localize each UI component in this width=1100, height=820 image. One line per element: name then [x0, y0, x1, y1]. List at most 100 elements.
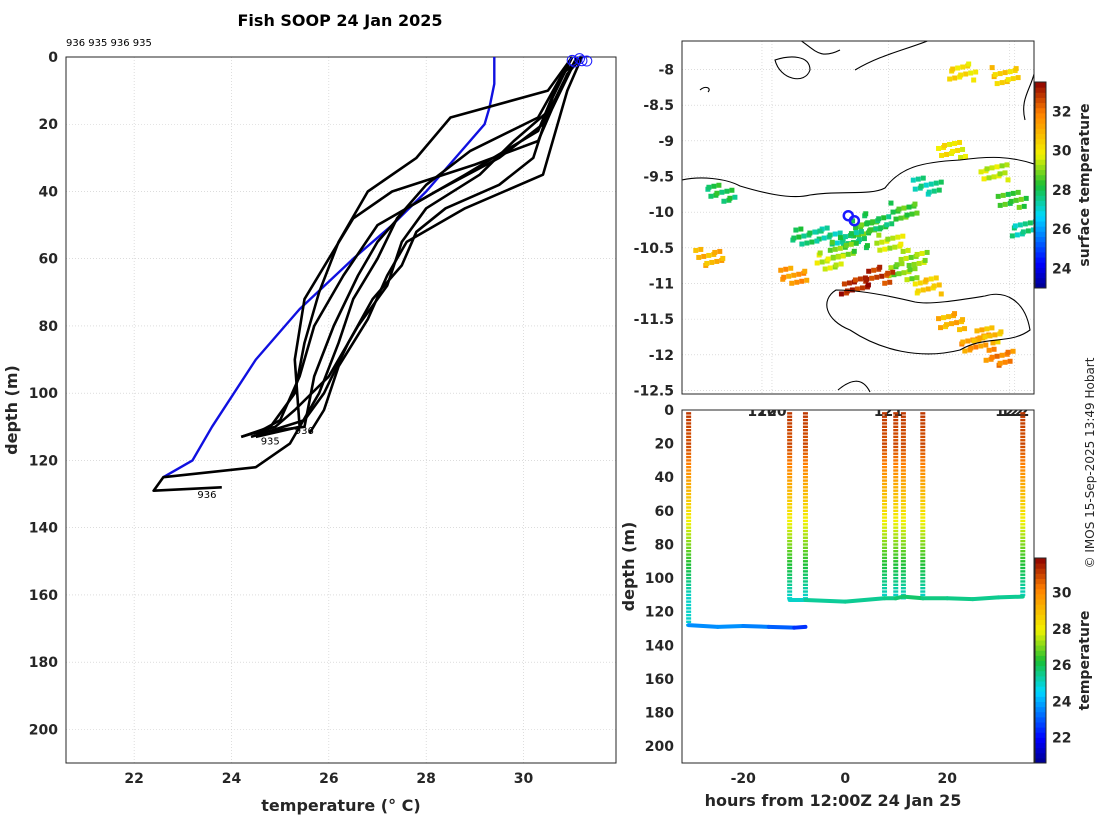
sst-cell [944, 151, 950, 157]
cast-sample [787, 496, 793, 499]
cast-sample [900, 523, 906, 526]
cast-sample [920, 526, 926, 529]
sst-cell [834, 240, 840, 246]
cast-sample [893, 476, 899, 479]
cast-sample [686, 489, 692, 492]
sst-cell [995, 193, 1001, 199]
sst-cell [936, 187, 942, 193]
cast-sample [802, 435, 808, 439]
sst-cell [851, 248, 857, 254]
cast-sample [802, 486, 808, 489]
colorbar-segment [1035, 112, 1046, 119]
cast-sample [893, 560, 899, 563]
sst-cell [859, 222, 865, 228]
cast-sample [882, 452, 888, 455]
lat-tick-label: -8 [658, 63, 674, 79]
cast-sample [686, 482, 692, 486]
sst-cell [853, 240, 859, 246]
cast-sample [802, 439, 808, 442]
y-tick-label: 120 [645, 605, 674, 621]
cast-sample [1020, 509, 1026, 513]
cast-sample [1020, 479, 1026, 482]
cast-sample [920, 543, 926, 546]
cast-sample [1020, 496, 1026, 499]
sst-cell [832, 231, 838, 237]
cast-sample [787, 566, 793, 570]
cast-sample [787, 459, 793, 462]
cast-sample [882, 415, 888, 418]
cast-sample [920, 513, 926, 516]
y-tick-label: 100 [29, 386, 58, 402]
cast-sample [900, 476, 906, 479]
sst-cell [896, 271, 902, 277]
cast-sample [787, 536, 793, 539]
cast-sample [1020, 442, 1026, 445]
cast-sample [900, 489, 906, 492]
cast-sample [893, 583, 899, 587]
cast-sample [1020, 560, 1026, 563]
cast-sample [1020, 570, 1026, 573]
cast-sample [1020, 412, 1026, 415]
cast-sample [686, 439, 692, 442]
cast-sample [802, 442, 808, 445]
sst-cell [854, 286, 860, 292]
sst-cell [901, 205, 907, 211]
tow-segment [843, 596, 887, 604]
sst-cell [992, 72, 998, 78]
cast-sample [882, 472, 888, 476]
cast-sample [893, 519, 899, 523]
cast-sample [893, 513, 899, 516]
cast-sample [1020, 432, 1026, 435]
y-tick-label: 0 [664, 403, 674, 419]
sst-cell [984, 326, 990, 332]
sst-cell [892, 244, 898, 250]
y-tick-label: 80 [655, 537, 675, 553]
cast-sample [802, 529, 808, 533]
coastline [699, 86, 710, 93]
cast-sample [900, 586, 906, 590]
sst-cell [1005, 191, 1011, 197]
cast-sample [802, 479, 808, 482]
cast-sample [787, 499, 793, 502]
cast-sample [900, 459, 906, 462]
cast-sample [686, 620, 692, 623]
cast-sample [893, 543, 899, 546]
cast-sample [802, 576, 808, 580]
cast-sample [920, 580, 926, 583]
sst-cell [706, 184, 712, 190]
cast-sample [900, 415, 906, 418]
cast-sample [686, 573, 692, 576]
colorbar-segment [1035, 118, 1046, 124]
sst-cell [1014, 232, 1020, 238]
cast-sample [1020, 526, 1026, 529]
sst-cell [1010, 190, 1016, 196]
cast-sample [900, 486, 906, 489]
cast-sample [920, 560, 926, 563]
cast-sample [893, 586, 899, 590]
colorbar-segment [1035, 159, 1046, 165]
sst-cell [910, 177, 916, 183]
sst-cell [1023, 195, 1029, 201]
cast-sample [920, 576, 926, 580]
colorbar-segment [1035, 665, 1046, 672]
sst-cell [837, 235, 843, 241]
sst-cell [838, 291, 844, 297]
cast-sample [787, 455, 793, 459]
sst-cell [882, 280, 888, 286]
cast-sample [1020, 452, 1026, 455]
cast-sample [787, 476, 793, 479]
cast-sample [1020, 583, 1026, 587]
sst-cell [963, 71, 969, 77]
cast-sample [1020, 465, 1026, 469]
lat-tick-label: -10.5 [634, 241, 674, 257]
sst-cell [788, 265, 794, 271]
colorbar-segment [1035, 742, 1046, 749]
sst-cell [957, 327, 963, 333]
sst-cell [798, 226, 804, 232]
cast-sample [1020, 543, 1026, 546]
surface-point [581, 55, 593, 67]
colorbar-segment [1035, 727, 1046, 733]
sst-cell [999, 352, 1005, 358]
cast-sample [787, 472, 793, 476]
sst-cell [824, 225, 830, 231]
